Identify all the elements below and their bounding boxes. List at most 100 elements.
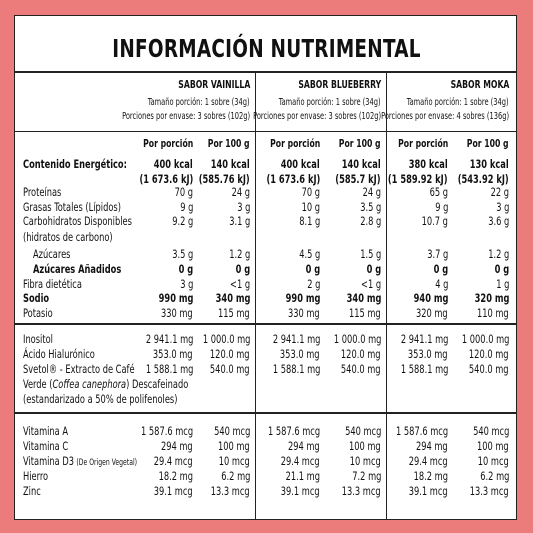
value-cell: 10 mcg	[477, 454, 509, 468]
value-cell: 940 mg	[413, 291, 448, 305]
value-cell: 380 kcal	[409, 157, 448, 171]
column-divider	[386, 71, 387, 519]
row-label: Inositol	[23, 332, 53, 346]
row-label: Potasio	[23, 306, 53, 320]
column-header: Por 100 g	[339, 137, 381, 150]
value-cell: 29.4 mcg	[281, 454, 320, 468]
row-label: Contenido Energético:	[23, 157, 127, 171]
value-cell: 120.0 mg	[341, 347, 381, 361]
value-cell: 340 mg	[215, 291, 250, 305]
value-cell: 0 g	[433, 262, 448, 276]
column-header: Por porción	[269, 137, 320, 150]
value-cell: 10 g	[301, 200, 320, 214]
value-cell: 4 g	[434, 277, 448, 291]
value-cell: (1 589.92 kJ)	[388, 172, 448, 186]
value-cell: 540 mcg	[472, 424, 509, 438]
value-cell: 540 mcg	[344, 424, 381, 438]
row-label: Proteínas	[23, 185, 62, 199]
flavor-name: SABOR BLUEBERRY	[298, 78, 381, 91]
divider	[15, 412, 516, 414]
value-cell: 140 kcal	[211, 157, 250, 171]
value-cell: 400 kcal	[154, 157, 193, 171]
value-cell: 1 588.1 mg	[400, 362, 448, 376]
row-label: Fibra dietética	[23, 277, 82, 291]
value-cell: 13.3 mcg	[342, 484, 381, 498]
flavor-name: SABOR VAINILLA	[178, 78, 250, 91]
value-cell: 39.1 mcg	[409, 484, 448, 498]
value-cell: 2 941.1 mg	[400, 332, 448, 346]
value-cell: (1 673.6 kJ)	[139, 172, 193, 186]
value-cell: 540.0 mg	[341, 362, 381, 376]
value-cell: 330 mg	[161, 306, 193, 320]
value-cell: 2.8 g	[359, 214, 381, 228]
servings-per-package: Porciones por envase: 4 sobres (136g)	[381, 111, 509, 122]
value-cell: 540 mcg	[213, 424, 250, 438]
value-cell: 120.0 mg	[469, 347, 509, 361]
svetol-text: Verde (	[23, 377, 53, 391]
flavor-name: SABOR MOKA	[450, 78, 509, 91]
value-cell: 13.3 mcg	[211, 484, 250, 498]
value-cell: 140 kcal	[342, 157, 381, 171]
value-cell: 1 000.0 mg	[202, 332, 250, 346]
value-cell: 130 kcal	[470, 157, 509, 171]
value-cell: (543.92 kJ)	[458, 172, 509, 186]
value-cell: 320 mg	[474, 291, 509, 305]
row-label: Hierro	[23, 469, 49, 483]
value-cell: 3.5 g	[171, 247, 193, 261]
value-cell: 8.1 g	[298, 214, 320, 228]
row-label: Vitamina C	[23, 440, 68, 453]
value-cell: 1.2 g	[228, 247, 250, 261]
value-cell: 0 g	[178, 262, 193, 276]
divider	[15, 323, 516, 325]
value-cell: 6.2 mg	[479, 469, 509, 483]
servings-per-package: Porciones por envase: 3 sobres (102g)	[122, 111, 250, 122]
value-cell: 353.0 mg	[408, 347, 448, 361]
value-cell: 7.2 mg	[351, 469, 381, 483]
vitamin-name: Hierro	[23, 469, 49, 483]
value-cell: 100 mg	[477, 439, 509, 453]
vitamin-name: Vitamina D3	[23, 454, 75, 468]
value-cell: 10.7 g	[421, 214, 448, 228]
value-cell: 3 g	[236, 200, 250, 214]
portion-size: Tamaño porción: 1 sobre (34g)	[407, 97, 509, 108]
value-cell: 39.1 mcg	[281, 484, 320, 498]
value-cell: <1 g	[229, 277, 250, 291]
value-cell: 0 g	[305, 262, 320, 276]
value-cell: 1 000.0 mg	[461, 332, 509, 346]
column-divider	[255, 71, 256, 519]
value-cell: (1 673.6 kJ)	[266, 172, 320, 186]
value-cell: 1 587.6 mcg	[395, 424, 448, 438]
value-cell: 294 mg	[416, 439, 448, 453]
value-cell: <1 g	[360, 277, 381, 291]
value-cell: 1 588.1 mg	[272, 362, 320, 376]
value-cell: 3 g	[179, 277, 193, 291]
row-label: Grasas Totales (Lípidos)	[23, 200, 121, 214]
value-cell: 10 mcg	[349, 454, 381, 468]
value-cell: 70 g	[174, 185, 193, 199]
value-cell: 9.2 g	[171, 214, 193, 228]
value-cell: 1 g	[495, 277, 509, 291]
value-cell: 3.6 g	[487, 214, 509, 228]
value-cell: 330 mg	[288, 306, 320, 320]
nutrition-panel: INFORMACIÓN NUTRIMENTAL SABOR VAINILLA Ta…	[14, 15, 517, 520]
row-label: Svetol® - Extracto de Café	[23, 362, 135, 376]
value-cell: 65 g	[429, 185, 448, 199]
value-cell: 115 mg	[218, 306, 250, 320]
svetol-text: ) Descafeinado	[126, 377, 189, 391]
value-cell: (585.76 kJ)	[199, 172, 250, 186]
svetol-text: Coffea canephora	[52, 377, 127, 391]
value-cell: 24 g	[362, 185, 381, 199]
value-cell: 3.1 g	[228, 214, 250, 228]
value-cell: 2 941.1 mg	[272, 332, 320, 346]
value-cell: 21.1 mg	[285, 469, 320, 483]
value-cell: 0 g	[494, 262, 509, 276]
row-label: Vitamina A	[23, 425, 68, 438]
divider	[15, 131, 516, 132]
value-cell: 400 kcal	[281, 157, 320, 171]
value-cell: 1 587.6 mcg	[267, 424, 320, 438]
value-cell: 100 mg	[349, 439, 381, 453]
value-cell: 22 g	[490, 185, 509, 199]
value-cell: 1 000.0 mg	[333, 332, 381, 346]
value-cell: 18.2 mg	[413, 469, 448, 483]
row-label: Vitamina D3 (De Origen Vegetal)	[23, 454, 137, 468]
